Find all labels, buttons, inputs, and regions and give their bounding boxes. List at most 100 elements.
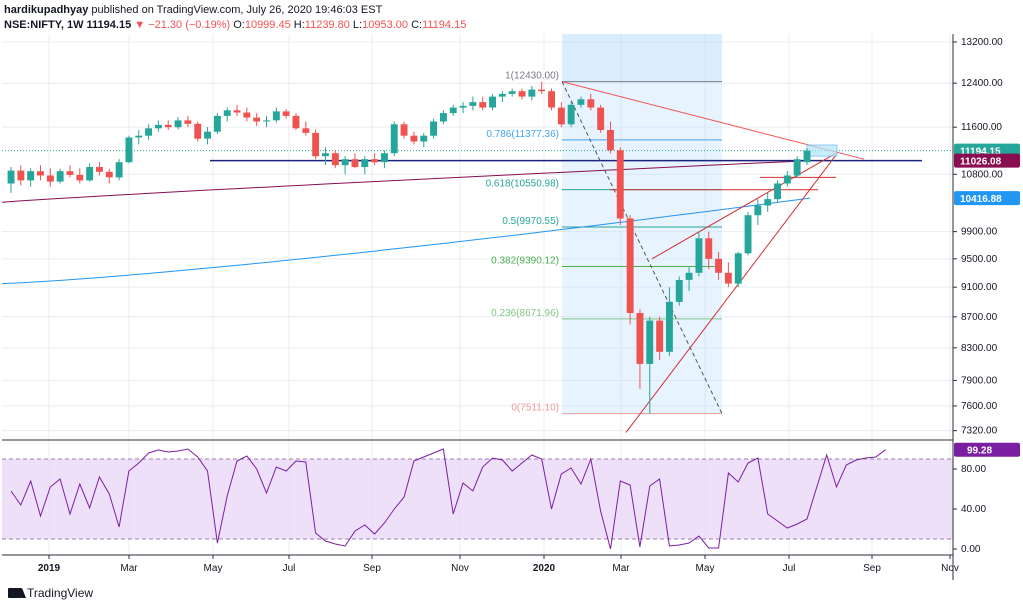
candle-body xyxy=(302,128,310,133)
short-moving-average-line xyxy=(1,160,811,203)
candle-body xyxy=(96,167,103,172)
time-tick-label: Jul xyxy=(283,563,296,574)
candle-body xyxy=(440,113,447,122)
candle-body xyxy=(469,102,477,106)
time-tick-label: Sep xyxy=(363,563,381,574)
price-tick-label: 8300.00 xyxy=(961,343,998,354)
price-label-badge xyxy=(954,191,1020,206)
candle-body xyxy=(518,91,526,97)
price-tick-label: 13200.00 xyxy=(961,37,1003,48)
rsi-tick-label: 0.00 xyxy=(961,544,981,555)
candle-body xyxy=(479,102,487,108)
candle-body xyxy=(56,171,64,182)
candle-body xyxy=(557,107,565,125)
price-tick-label: 7320.00 xyxy=(961,426,998,437)
rsi-line xyxy=(10,448,886,550)
low-value: 10953.00 xyxy=(362,19,408,31)
symbol-label[interactable]: NSE:NIFTY, 1W xyxy=(4,19,84,31)
candle-body xyxy=(548,91,555,108)
candle-body xyxy=(587,99,595,108)
price-change: ▼ −21.30 (−0.19%) xyxy=(134,19,231,31)
candle-body xyxy=(636,313,644,364)
time-tick-label: Sep xyxy=(863,563,881,574)
candle-body xyxy=(449,107,457,114)
candle-body xyxy=(155,124,162,129)
candle-body xyxy=(243,112,251,118)
price-label-text: 10416.88 xyxy=(960,194,1002,205)
rsi-band xyxy=(2,459,953,539)
candle-body xyxy=(272,111,280,121)
candle-body xyxy=(607,130,614,151)
close-label: C: xyxy=(411,19,423,31)
fib-trend-dashed-line xyxy=(561,81,723,414)
candle-body xyxy=(46,175,54,182)
close-value: 11194.15 xyxy=(422,19,467,31)
candle-body xyxy=(361,159,369,167)
time-tick-label: 2019 xyxy=(38,563,61,574)
candle-body xyxy=(390,124,398,154)
price-tick-label: 9100.00 xyxy=(961,282,998,293)
candle-body xyxy=(685,272,693,280)
time-tick-label: Mar xyxy=(120,563,138,574)
candle-body xyxy=(174,120,182,128)
candle-body xyxy=(783,175,791,184)
price-tick-label: 11600.00 xyxy=(961,122,1002,133)
fib-level-label: 0.618(10550.98) xyxy=(486,179,559,190)
published-info: published on TradingView.com, July 26, 2… xyxy=(91,4,383,16)
candle-body xyxy=(724,272,732,284)
price-tick-label: 12400.00 xyxy=(961,78,1003,89)
last-price: 11194.15 xyxy=(86,19,132,31)
tradingview-logo-icon xyxy=(8,588,26,598)
fib-level-label: 0.236(8671.96) xyxy=(491,308,559,319)
candle-body xyxy=(803,150,811,163)
candle-body xyxy=(292,115,300,129)
price-tick-label: 8700.00 xyxy=(961,312,998,323)
candle-body xyxy=(66,171,74,175)
high-value: 11239.80 xyxy=(304,19,350,31)
time-tick-label: Jul xyxy=(783,563,796,574)
footer-brand[interactable]: TradingView xyxy=(8,586,93,600)
time-tick-label: May xyxy=(696,563,715,574)
price-label-text: 11026.08 xyxy=(960,157,1002,168)
candle-body xyxy=(341,159,349,166)
candle-body xyxy=(164,124,172,128)
time-tick-label: Nov xyxy=(451,563,469,574)
author-name[interactable]: hardikupadhyay xyxy=(4,4,89,16)
time-tick-label: May xyxy=(204,563,223,574)
candle-body xyxy=(115,162,123,178)
fib-level-label: 0.382(9390.12) xyxy=(491,255,559,266)
candle-body xyxy=(17,170,25,181)
candle-body xyxy=(204,131,211,139)
candle-body xyxy=(263,120,270,122)
open-label: O: xyxy=(233,19,245,31)
candle-body xyxy=(37,171,44,176)
candle-body xyxy=(145,128,152,136)
candle-body xyxy=(459,105,467,108)
candle-body xyxy=(656,320,664,352)
candle-body xyxy=(135,135,143,138)
price-label-text: 11194.15 xyxy=(960,147,1001,158)
candle-body xyxy=(430,121,437,136)
candle-body xyxy=(322,153,329,157)
price-label-badge xyxy=(954,153,1020,168)
candle-body xyxy=(695,238,703,273)
candle-body xyxy=(7,170,15,184)
rsi-last-badge xyxy=(954,442,1020,457)
candle-body xyxy=(223,110,231,116)
fib-level-label: 0(7511.10) xyxy=(511,403,559,414)
candle-body xyxy=(597,107,605,130)
candle-body xyxy=(675,280,683,302)
price-tick-label: 9500.00 xyxy=(961,254,998,265)
candle-body xyxy=(27,171,35,181)
candle-body xyxy=(86,167,94,181)
candle-body xyxy=(498,93,506,97)
candle-body xyxy=(715,258,722,273)
candle-body xyxy=(734,253,742,284)
candle-body xyxy=(184,120,192,124)
candle-body xyxy=(705,238,713,259)
candle-body xyxy=(381,153,388,163)
long-moving-average-line xyxy=(1,197,811,285)
price-tick-label: 9900.00 xyxy=(961,227,998,238)
price-tick-label: 7600.00 xyxy=(961,401,998,412)
